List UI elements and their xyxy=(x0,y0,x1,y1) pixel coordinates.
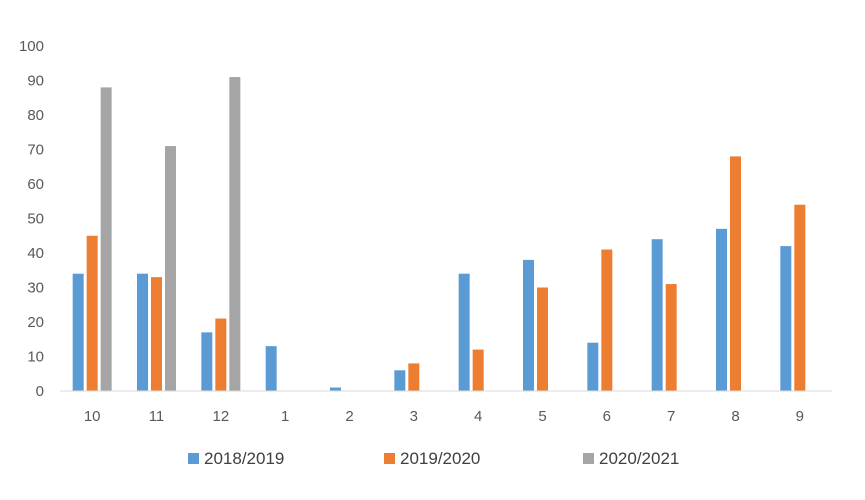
x-tick-label: 10 xyxy=(84,408,101,425)
bar-2019-2020-3 xyxy=(408,363,420,391)
bar-2018-2019-11 xyxy=(137,273,148,391)
x-tick-label: 2 xyxy=(345,408,353,425)
y-tick-label: 60 xyxy=(27,176,44,193)
bar-2018-2019-3 xyxy=(394,370,406,391)
x-tick-label: 8 xyxy=(731,408,739,425)
x-tick-label: 5 xyxy=(538,408,546,425)
x-tick-label: 3 xyxy=(410,408,418,425)
bar-2018-2019-5 xyxy=(523,259,534,391)
y-tick-label: 90 xyxy=(27,73,44,90)
y-tick-label: 10 xyxy=(27,349,44,366)
bar-2019-2020-12 xyxy=(215,318,227,391)
bar-2020-2021-11 xyxy=(165,146,176,391)
bar-2018-2019-2 xyxy=(330,387,341,391)
legend-label: 2018/2019 xyxy=(204,449,284,468)
x-tick-label: 6 xyxy=(603,408,611,425)
bar-series xyxy=(72,77,806,392)
y-tick-label: 30 xyxy=(27,280,44,297)
bar-2018-2019-9 xyxy=(780,246,792,391)
legend-swatch xyxy=(583,453,594,464)
bar-2019-2020-6 xyxy=(601,249,613,391)
legend-swatch xyxy=(384,453,395,464)
bar-2019-2020-5 xyxy=(537,287,548,391)
bar-2018-2019-4 xyxy=(458,273,470,391)
bar-2020-2021-12 xyxy=(229,77,241,392)
x-axis-tick-labels: 10 11 12 1 2 3 4 5 6 7 8 9 xyxy=(84,408,804,425)
x-tick-label: 11 xyxy=(149,408,165,425)
y-tick-label: 40 xyxy=(27,245,44,262)
bar-2018-2019-7 xyxy=(651,239,663,391)
legend: 2018/2019 2019/2020 2020/2021 xyxy=(188,449,679,468)
bar-2019-2020-8 xyxy=(730,156,741,391)
y-tick-label: 20 xyxy=(27,314,44,331)
bar-2018-2019-6 xyxy=(587,342,599,391)
legend-swatch xyxy=(188,453,199,464)
y-tick-label: 70 xyxy=(27,142,44,159)
legend-label: 2020/2021 xyxy=(599,449,679,468)
x-tick-label: 7 xyxy=(667,408,675,425)
y-tick-label: 0 xyxy=(36,383,44,400)
y-tick-label: 50 xyxy=(27,211,44,228)
bar-2018-2019-8 xyxy=(716,228,727,391)
y-axis-tick-labels: 0 10 20 30 40 50 60 70 80 90 100 xyxy=(19,38,44,400)
bar-2018-2019-10 xyxy=(72,273,84,391)
bar-2019-2020-4 xyxy=(472,349,484,391)
bar-2018-2019-1 xyxy=(265,346,277,391)
x-tick-label: 1 xyxy=(281,408,289,425)
bar-2018-2019-12 xyxy=(201,332,213,391)
bar-2019-2020-10 xyxy=(86,235,98,391)
bar-2019-2020-9 xyxy=(794,204,806,391)
legend-label: 2019/2020 xyxy=(400,449,480,468)
x-tick-label: 12 xyxy=(212,408,229,425)
x-tick-label: 4 xyxy=(474,408,482,425)
bar-2020-2021-10 xyxy=(100,87,112,392)
bar-2019-2020-7 xyxy=(665,284,677,391)
y-tick-label: 80 xyxy=(27,107,44,124)
x-tick-label: 9 xyxy=(796,408,804,425)
bar-2019-2020-11 xyxy=(151,277,162,391)
y-tick-label: 100 xyxy=(19,38,44,55)
